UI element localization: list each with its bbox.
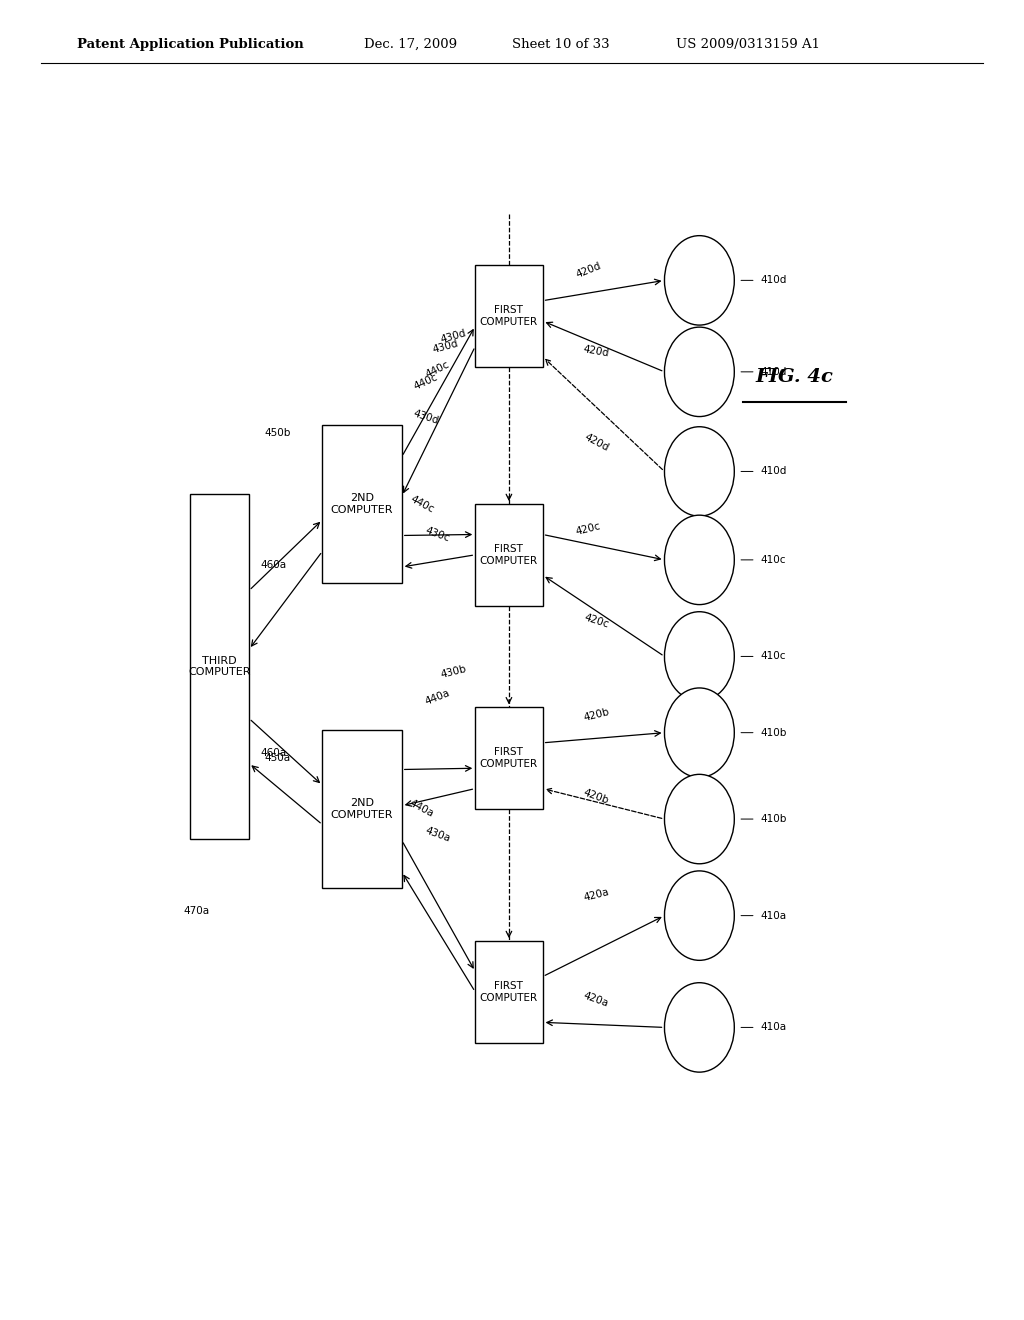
Text: 430b: 430b (439, 664, 467, 680)
Bar (475, 265, 543, 367)
Text: 410d: 410d (761, 466, 786, 477)
Text: 430c: 430c (424, 525, 452, 544)
Text: Dec. 17, 2009: Dec. 17, 2009 (364, 37, 457, 50)
Text: 2ND
COMPUTER: 2ND COMPUTER (331, 494, 393, 515)
Bar (189, 494, 249, 840)
Text: 410c: 410c (761, 652, 786, 661)
Text: 460a: 460a (260, 560, 287, 570)
Bar (475, 504, 543, 606)
Text: 430d: 430d (431, 338, 460, 355)
Text: US 2009/0313159 A1: US 2009/0313159 A1 (676, 37, 820, 50)
Circle shape (665, 236, 734, 325)
Bar (323, 730, 401, 887)
Text: 420d: 420d (583, 433, 610, 454)
Text: 410a: 410a (761, 1023, 786, 1032)
Text: FIRST
COMPUTER: FIRST COMPUTER (480, 747, 538, 768)
Text: 420d: 420d (583, 345, 610, 359)
Circle shape (665, 611, 734, 701)
Text: FIRST
COMPUTER: FIRST COMPUTER (480, 544, 538, 565)
Text: 430d: 430d (439, 327, 467, 345)
Text: 430a: 430a (424, 825, 452, 843)
Text: 420b: 420b (583, 708, 610, 723)
Text: 420d: 420d (574, 260, 602, 280)
Text: 420a: 420a (583, 887, 610, 903)
Text: THIRD
COMPUTER: THIRD COMPUTER (188, 656, 251, 677)
Text: 420c: 420c (583, 612, 610, 630)
Text: 450a: 450a (264, 754, 291, 763)
Circle shape (665, 327, 734, 417)
Text: 410b: 410b (761, 814, 786, 824)
Text: 440c: 440c (424, 359, 452, 380)
Text: 410d: 410d (761, 276, 786, 285)
Text: 420b: 420b (582, 788, 610, 807)
Text: FIRST
COMPUTER: FIRST COMPUTER (480, 981, 538, 1003)
Circle shape (665, 426, 734, 516)
Text: 420c: 420c (574, 521, 602, 537)
Text: Sheet 10 of 33: Sheet 10 of 33 (512, 37, 609, 50)
Bar (475, 941, 543, 1043)
Circle shape (665, 515, 734, 605)
Text: 440c: 440c (412, 372, 439, 392)
Text: 430d: 430d (412, 409, 439, 426)
Bar (323, 425, 401, 582)
Text: 420a: 420a (583, 991, 610, 1010)
Text: 2ND
COMPUTER: 2ND COMPUTER (331, 799, 393, 820)
Text: 440a: 440a (424, 688, 452, 706)
Text: FIG. 4c: FIG. 4c (756, 368, 834, 385)
Text: FIRST
COMPUTER: FIRST COMPUTER (480, 305, 538, 327)
Text: 460a: 460a (260, 748, 287, 758)
Text: 410a: 410a (761, 911, 786, 920)
Text: 470a: 470a (183, 906, 210, 916)
Text: Patent Application Publication: Patent Application Publication (77, 37, 303, 50)
Text: 450b: 450b (264, 428, 291, 438)
Circle shape (665, 775, 734, 863)
Circle shape (665, 982, 734, 1072)
Text: 410d: 410d (761, 367, 786, 376)
Text: 440c: 440c (408, 494, 435, 515)
Circle shape (665, 688, 734, 777)
Circle shape (665, 871, 734, 961)
Text: 410b: 410b (761, 727, 786, 738)
Text: 410c: 410c (761, 554, 786, 565)
Bar (475, 708, 543, 809)
Text: 440a: 440a (408, 799, 435, 820)
